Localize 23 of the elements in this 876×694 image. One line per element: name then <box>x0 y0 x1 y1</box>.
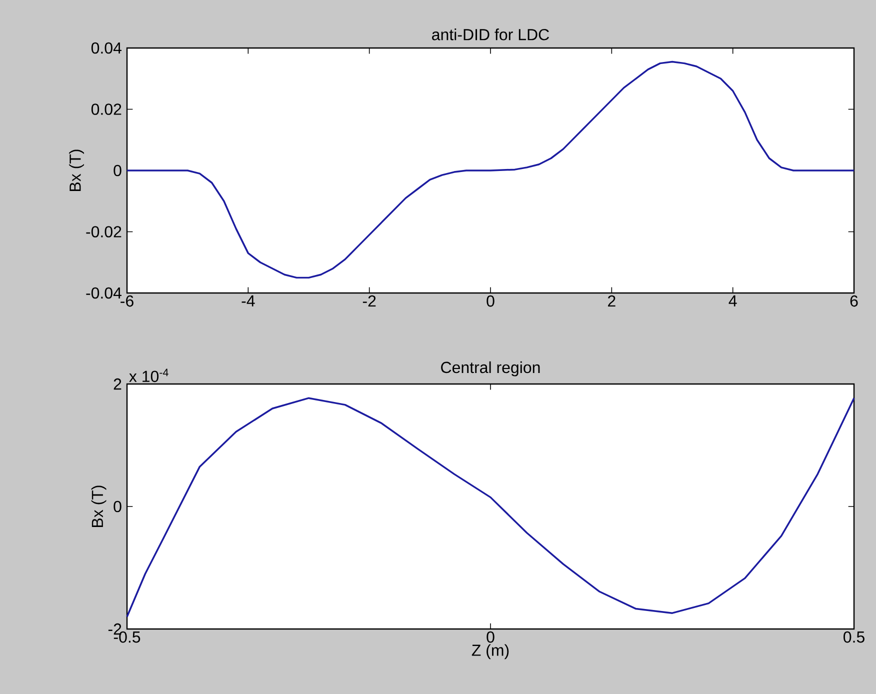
chart-title: anti-DID for LDC <box>432 28 549 40</box>
x-tick-label: 6 <box>850 295 858 307</box>
x-tick-label: -4 <box>242 295 255 306</box>
y-tick-label: 2 <box>114 378 122 390</box>
y-tick-label: -0.04 <box>86 287 122 299</box>
x-tick-label: 0.5 <box>844 631 864 643</box>
x-axis-title: Z (m) <box>472 644 509 660</box>
y-tick-label: 0.04 <box>91 42 122 54</box>
line-series <box>126 397 855 618</box>
x-tick-label: -2 <box>362 295 376 307</box>
y-tick-label: 0.02 <box>91 104 122 115</box>
y-axis-title: Bx (T) <box>91 486 106 527</box>
y-tick-label: 0 <box>114 500 122 512</box>
chart-title: Central region <box>441 361 540 376</box>
x-tick-label: -6 <box>120 295 134 307</box>
y-axis-title: Bx (T) <box>69 150 84 191</box>
x-tick-label: 2 <box>608 295 616 307</box>
x-tick-label: 0 <box>486 631 494 643</box>
x-tick-label: 0 <box>486 295 494 307</box>
text: x 10$^{-4}$ <box>129 368 168 382</box>
x-tick-label: 4 <box>728 295 737 306</box>
y-tick-label: -0.02 <box>86 226 122 238</box>
y-tick-label: 0 <box>114 164 122 176</box>
